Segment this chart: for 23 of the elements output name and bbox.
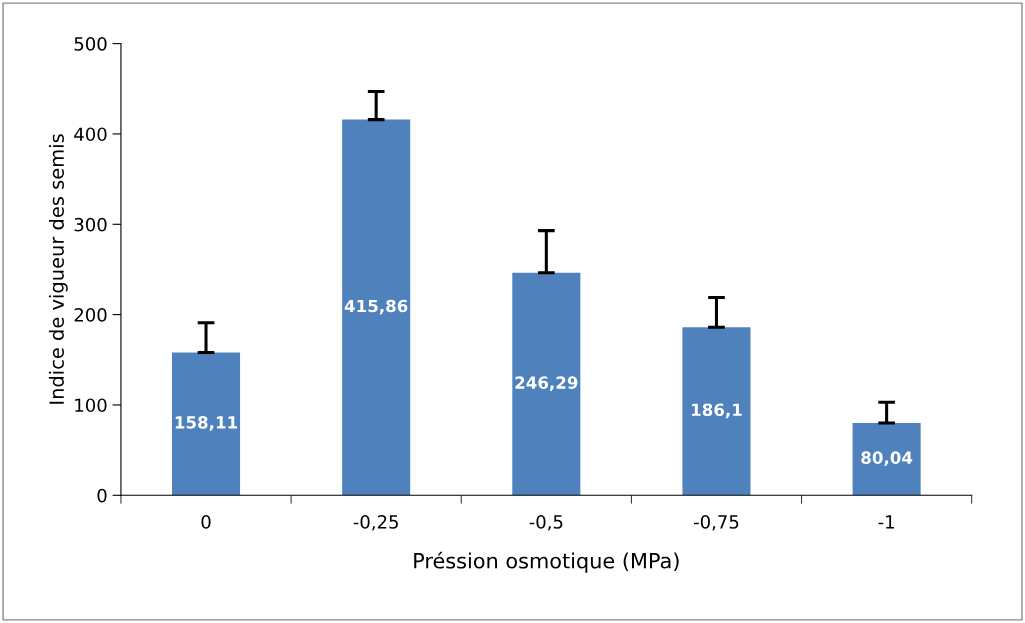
bar (342, 119, 411, 496)
y-tick-label: 100 (75, 398, 107, 413)
data-label: 158,11 (175, 416, 238, 431)
y-tick-label: 400 (74, 127, 107, 142)
y-axis-title: Indice de vigueur des semis (48, 134, 68, 404)
bar (852, 422, 921, 496)
y-tick-label: 0 (97, 488, 107, 503)
x-axis-title: Préssion osmotique (MPa) (414, 551, 679, 573)
data-label: 415,86 (344, 299, 408, 315)
x-tick-label: 0 (201, 515, 211, 529)
x-tick-label: -1 (878, 515, 894, 529)
bar (512, 272, 581, 496)
y-tick-label: 200 (74, 308, 107, 322)
data-label: 80,04 (861, 451, 913, 467)
bar (682, 327, 751, 496)
x-tick-label: -0,25 (353, 515, 398, 531)
data-label: 186,1 (692, 403, 742, 419)
y-tick-label: 500 (74, 37, 107, 51)
x-tick-label: -0,75 (694, 515, 739, 531)
data-label: 246,29 (515, 376, 578, 392)
bar (172, 352, 241, 496)
y-tick-label: 300 (74, 217, 107, 232)
x-tick-label: -0,5 (529, 515, 563, 531)
